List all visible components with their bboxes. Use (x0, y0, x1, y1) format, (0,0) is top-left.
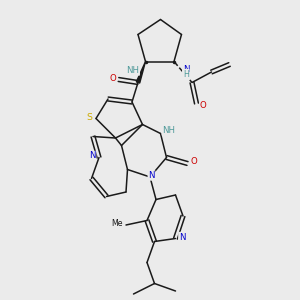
Text: NH: NH (126, 66, 139, 75)
Text: N: N (89, 152, 96, 160)
Text: O: O (200, 100, 206, 109)
Text: N: N (148, 171, 155, 180)
Text: N: N (183, 64, 189, 74)
Text: H: H (183, 70, 189, 79)
Text: N: N (179, 232, 185, 242)
Text: Me: Me (111, 219, 123, 228)
Text: O: O (190, 158, 197, 166)
Text: S: S (86, 112, 92, 122)
Polygon shape (136, 61, 146, 83)
Text: O: O (109, 74, 116, 82)
Text: NH: NH (162, 126, 176, 135)
